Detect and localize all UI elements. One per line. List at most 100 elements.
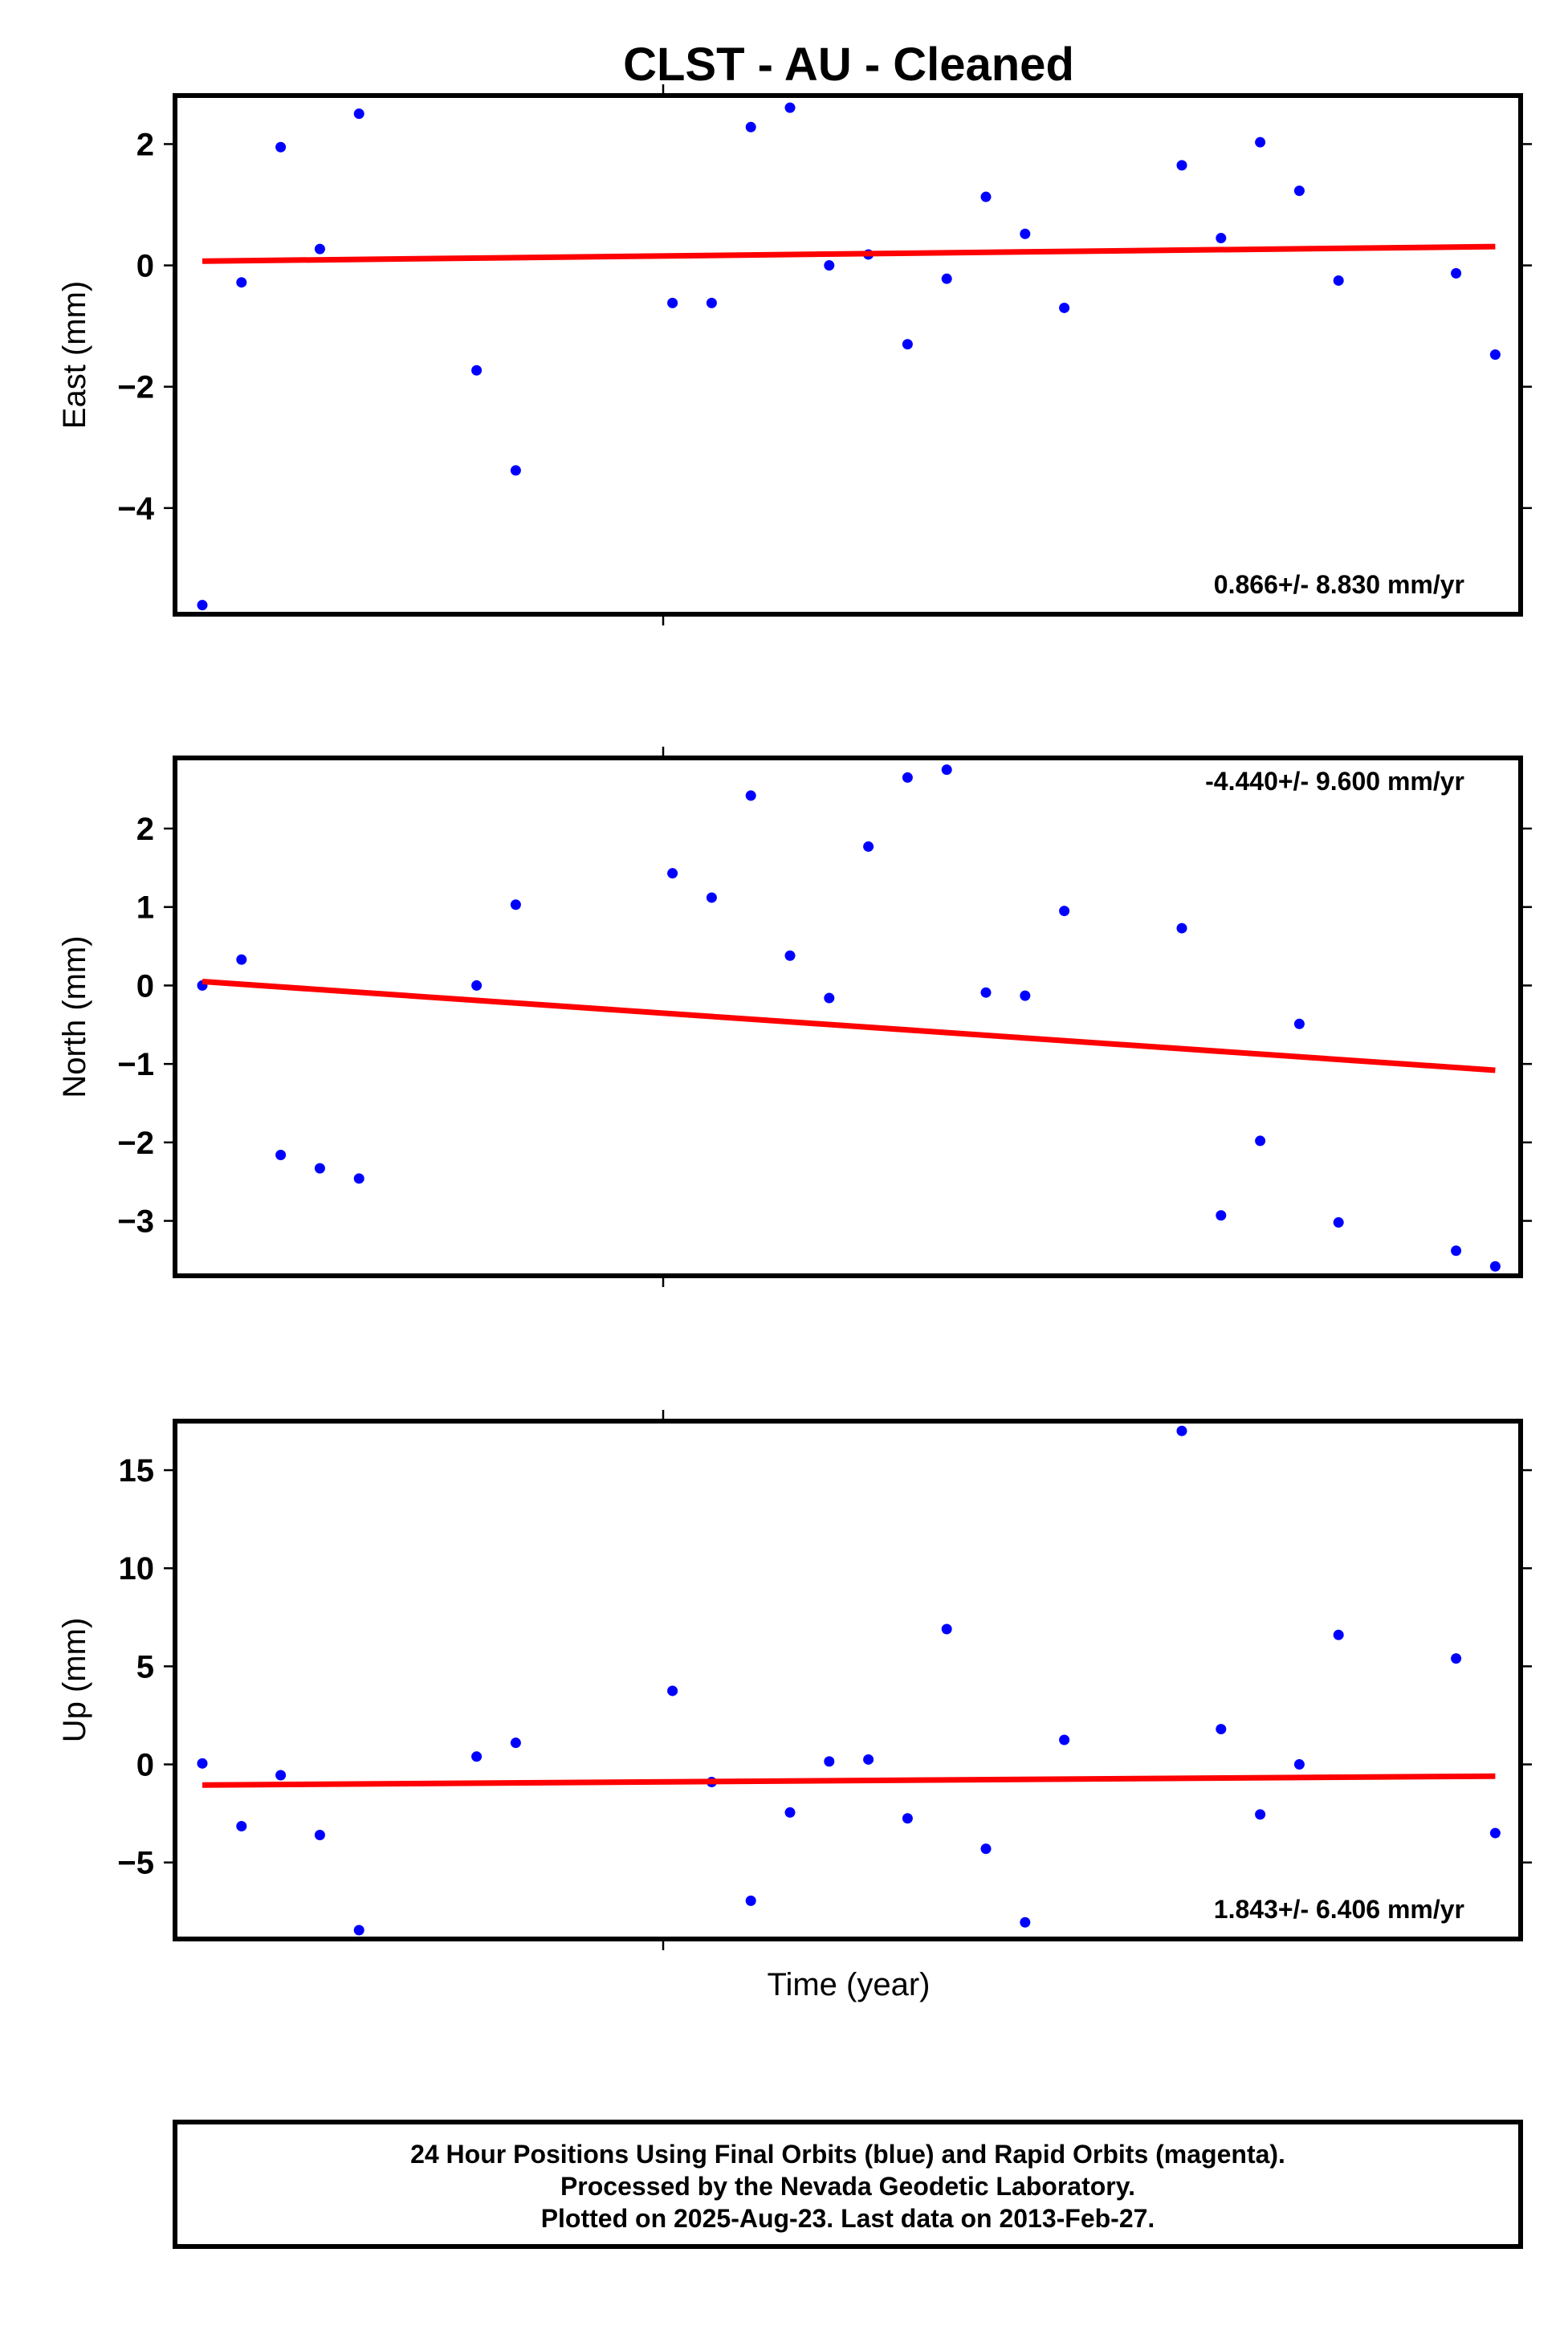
ytick-label-north: 2 bbox=[136, 812, 154, 847]
data-point-north bbox=[1293, 1018, 1305, 1029]
data-point-up bbox=[1059, 1734, 1070, 1745]
footer-frame bbox=[173, 2120, 1523, 2249]
ytick-label-east: −2 bbox=[117, 370, 154, 405]
data-point-north bbox=[1020, 990, 1031, 1001]
data-point-north bbox=[863, 841, 874, 852]
data-point-north bbox=[706, 892, 717, 903]
ytick-label-up: 15 bbox=[119, 1453, 155, 1489]
data-point-up bbox=[1451, 1653, 1462, 1664]
data-point-up bbox=[902, 1813, 913, 1824]
data-point-north bbox=[784, 950, 796, 961]
panel-east: 2 0 −2 −4 0.866+/- 8.830 mm/yr East (mm) bbox=[57, 84, 1532, 625]
data-point-east bbox=[824, 260, 835, 271]
data-point-up bbox=[197, 1758, 208, 1769]
ytick-label-north: 1 bbox=[136, 890, 154, 926]
data-point-east bbox=[1059, 302, 1070, 313]
ytick-label-up: 10 bbox=[119, 1551, 155, 1587]
data-point-east bbox=[1216, 233, 1227, 244]
data-point-up bbox=[236, 1821, 247, 1832]
trend-line-up bbox=[202, 1773, 1496, 1788]
data-point-east bbox=[980, 191, 992, 202]
data-point-north bbox=[275, 1150, 287, 1160]
data-point-east bbox=[1176, 160, 1187, 171]
ytick-label-up: 0 bbox=[136, 1748, 154, 1783]
plot-frame-up bbox=[173, 1419, 1523, 1941]
data-point-north bbox=[1333, 1217, 1344, 1228]
footer-line-2: Processed by the Nevada Geodetic Laborat… bbox=[560, 2172, 1135, 2201]
data-point-east bbox=[941, 273, 952, 284]
x-axis-label: Time (year) bbox=[768, 1967, 931, 2002]
data-point-east bbox=[197, 600, 208, 611]
chart-title: CLST - AU - Cleaned bbox=[623, 39, 1074, 91]
data-point-east bbox=[353, 108, 365, 120]
rate-label-east: 0.866+/- 8.830 mm/yr bbox=[1214, 570, 1464, 599]
data-point-east bbox=[1451, 267, 1462, 279]
data-point-up bbox=[863, 1754, 874, 1765]
data-point-east bbox=[236, 277, 247, 288]
data-point-up bbox=[353, 1925, 365, 1936]
y-axis-label-north: North (mm) bbox=[57, 935, 92, 1098]
data-point-up bbox=[1333, 1629, 1344, 1640]
data-point-east bbox=[902, 339, 913, 350]
data-point-up bbox=[275, 1770, 287, 1781]
data-point-up bbox=[667, 1685, 678, 1697]
data-point-east bbox=[1293, 185, 1305, 197]
data-point-north bbox=[471, 980, 483, 991]
data-point-up bbox=[1293, 1759, 1305, 1770]
data-point-east bbox=[1333, 275, 1344, 286]
data-point-north bbox=[980, 987, 992, 998]
data-point-north bbox=[1216, 1210, 1227, 1221]
data-point-east bbox=[314, 243, 325, 255]
ytick-label-up: −5 bbox=[117, 1846, 154, 1881]
data-point-north bbox=[902, 772, 913, 783]
data-point-north bbox=[1489, 1261, 1501, 1272]
y-axis-label-east: East (mm) bbox=[57, 281, 92, 429]
trend-line-east bbox=[202, 243, 1496, 264]
data-point-north bbox=[667, 868, 678, 879]
data-point-east bbox=[1255, 136, 1266, 148]
rate-label-north: -4.440+/- 9.600 mm/yr bbox=[1205, 767, 1464, 796]
data-point-north bbox=[941, 764, 952, 776]
plot-frame-north bbox=[173, 756, 1523, 1278]
rate-label-up: 1.843+/- 6.406 mm/yr bbox=[1214, 1895, 1464, 1924]
data-point-north bbox=[745, 790, 756, 801]
data-point-east bbox=[275, 141, 287, 153]
data-point-north bbox=[824, 992, 835, 1004]
data-point-up bbox=[784, 1807, 796, 1818]
trend-line-north bbox=[202, 979, 1496, 1073]
footer-line-3: Plotted on 2025-Aug-23. Last data on 201… bbox=[541, 2204, 1155, 2233]
data-point-up bbox=[1489, 1827, 1501, 1839]
panel-north: 2 1 0 −1 −2 −3 -4.440+/- 9.600 mm/yr North (mm) bbox=[57, 747, 1532, 1287]
data-point-east bbox=[667, 297, 678, 308]
y-axis-label-up: Up (mm) bbox=[57, 1618, 92, 1743]
ytick-label-east: 0 bbox=[136, 249, 154, 284]
data-point-east bbox=[1020, 228, 1031, 239]
data-point-north bbox=[1176, 923, 1187, 934]
data-point-up bbox=[471, 1751, 483, 1762]
data-point-east bbox=[784, 102, 796, 113]
data-point-up bbox=[1176, 1425, 1187, 1436]
data-point-up bbox=[314, 1830, 325, 1841]
data-point-up bbox=[980, 1843, 992, 1855]
data-point-east bbox=[1489, 349, 1501, 360]
footer-line-1: 24 Hour Positions Using Final Orbits (bl… bbox=[410, 2140, 1285, 2169]
ytick-label-north: −2 bbox=[117, 1126, 154, 1161]
data-point-north bbox=[1255, 1135, 1266, 1147]
ytick-label-east: −4 bbox=[117, 491, 154, 527]
data-point-up bbox=[510, 1737, 521, 1749]
ytick-label-north: −3 bbox=[117, 1204, 154, 1240]
data-point-up bbox=[1020, 1917, 1031, 1928]
data-point-north bbox=[236, 954, 247, 965]
ytick-label-north: −1 bbox=[117, 1047, 154, 1082]
data-point-north bbox=[1059, 906, 1070, 917]
ytick-label-east: 2 bbox=[136, 127, 154, 162]
panel-up: 15 10 5 0 −5 1.843+/- 6.406 mm/yr Up (mm) bbox=[57, 1410, 1532, 1950]
ytick-label-up: 5 bbox=[136, 1649, 154, 1684]
data-point-north bbox=[510, 899, 521, 910]
data-point-up bbox=[745, 1895, 756, 1906]
data-point-up bbox=[1216, 1724, 1227, 1735]
data-point-up bbox=[1255, 1809, 1266, 1820]
data-point-up bbox=[824, 1756, 835, 1767]
